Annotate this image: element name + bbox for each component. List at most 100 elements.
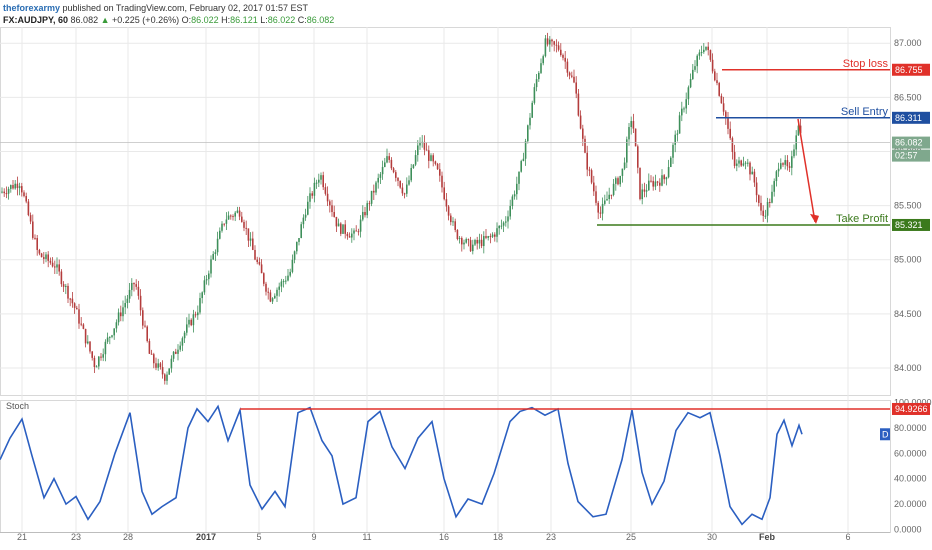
candle-body [188, 319, 190, 325]
candle-body [397, 177, 399, 181]
candle-body [733, 152, 736, 166]
candle-body [698, 52, 701, 56]
candle-body [47, 254, 49, 261]
candle-body [725, 111, 727, 118]
price-tick-label: 85.000 [894, 255, 922, 265]
candle-body [100, 356, 102, 358]
candle-body [282, 281, 285, 283]
candle-body [194, 314, 197, 316]
candle-body [760, 202, 762, 211]
candle-body [135, 284, 137, 287]
candle-body [148, 341, 151, 354]
candle-body [390, 159, 393, 169]
candle-body [32, 221, 34, 238]
stoch-title: Stoch [6, 401, 29, 411]
time-tick-label: 23 [71, 532, 81, 542]
candle-body [502, 222, 505, 226]
candle-body [106, 337, 109, 342]
candle-body [18, 186, 21, 189]
candle-body [520, 161, 522, 172]
candle-body [456, 229, 459, 239]
candle-body [683, 108, 685, 110]
candle-body [406, 184, 408, 194]
candle-body [661, 175, 663, 186]
price-tick-label: 84.500 [894, 309, 922, 319]
candle-body [784, 160, 786, 165]
author-name[interactable]: theforexarmy [3, 3, 61, 13]
time-tick-label: 30 [707, 532, 717, 542]
time-tick-label: 28 [123, 532, 133, 542]
symbol-label[interactable]: FX:AUDJPY, 60 [3, 15, 69, 25]
time-tick-label: 25 [626, 532, 636, 542]
candle-body [234, 212, 236, 217]
candle-body [557, 45, 560, 50]
candle-body [131, 282, 133, 290]
candle-body [183, 332, 186, 339]
candle-body [58, 264, 60, 272]
candle-body [23, 192, 25, 197]
candle-body [91, 351, 93, 358]
candle-body [49, 260, 52, 263]
candle-body [650, 180, 652, 182]
low-label: L: [260, 15, 268, 25]
candle-body [718, 83, 720, 96]
candle-body [375, 182, 377, 193]
price-tick-label: 84.000 [894, 363, 922, 373]
candle-body [399, 180, 401, 188]
candle-body [643, 189, 646, 192]
candle-body [445, 199, 448, 207]
candle-body [604, 200, 606, 204]
candle-body [280, 281, 283, 287]
candle-body [329, 201, 331, 206]
candle-body [269, 292, 272, 302]
candle-body [205, 279, 208, 281]
candle-body [342, 224, 344, 234]
candle-body [487, 236, 489, 238]
candle-body [632, 121, 635, 129]
candle-body [692, 69, 694, 80]
candle-body [498, 226, 500, 229]
candle-body [25, 196, 27, 202]
candle-body [232, 216, 234, 218]
candle-body [659, 182, 661, 186]
candle-body [179, 345, 181, 350]
candle-body [434, 161, 437, 164]
candle-body [709, 50, 712, 60]
candle-body [274, 295, 276, 299]
time-tick-label: 5 [256, 532, 261, 542]
candle-body [782, 163, 784, 165]
candle-body [582, 128, 584, 139]
candle-body [60, 271, 63, 285]
candle-body [153, 354, 155, 364]
candle-body [120, 312, 122, 317]
candle-body [401, 187, 404, 194]
stop-loss-badge-bg [892, 63, 930, 76]
candle-body [357, 231, 360, 233]
candle-body [540, 63, 542, 73]
candle-body [348, 236, 351, 238]
candle-body [344, 224, 346, 234]
candle-body [260, 264, 263, 274]
candle-body [637, 146, 639, 168]
candle-body [313, 182, 316, 196]
candle-body [318, 179, 320, 183]
candle-body [738, 160, 740, 164]
candle-body [584, 138, 586, 153]
candle-body [307, 201, 309, 215]
candle-body [766, 202, 769, 216]
candle-body [606, 198, 608, 201]
candle-body [755, 182, 758, 196]
candle-body [144, 325, 146, 327]
stoch-level-badge-bg [892, 402, 930, 415]
candle-body [720, 95, 723, 104]
candle-body [700, 52, 703, 54]
open-value: 86.022 [191, 15, 219, 25]
candle-body [694, 66, 696, 70]
candle-body [612, 183, 615, 195]
candle-body [170, 358, 173, 369]
candle-body [417, 145, 419, 156]
candle-body [608, 194, 610, 199]
candle-body [45, 254, 47, 259]
candle-body [511, 196, 514, 206]
